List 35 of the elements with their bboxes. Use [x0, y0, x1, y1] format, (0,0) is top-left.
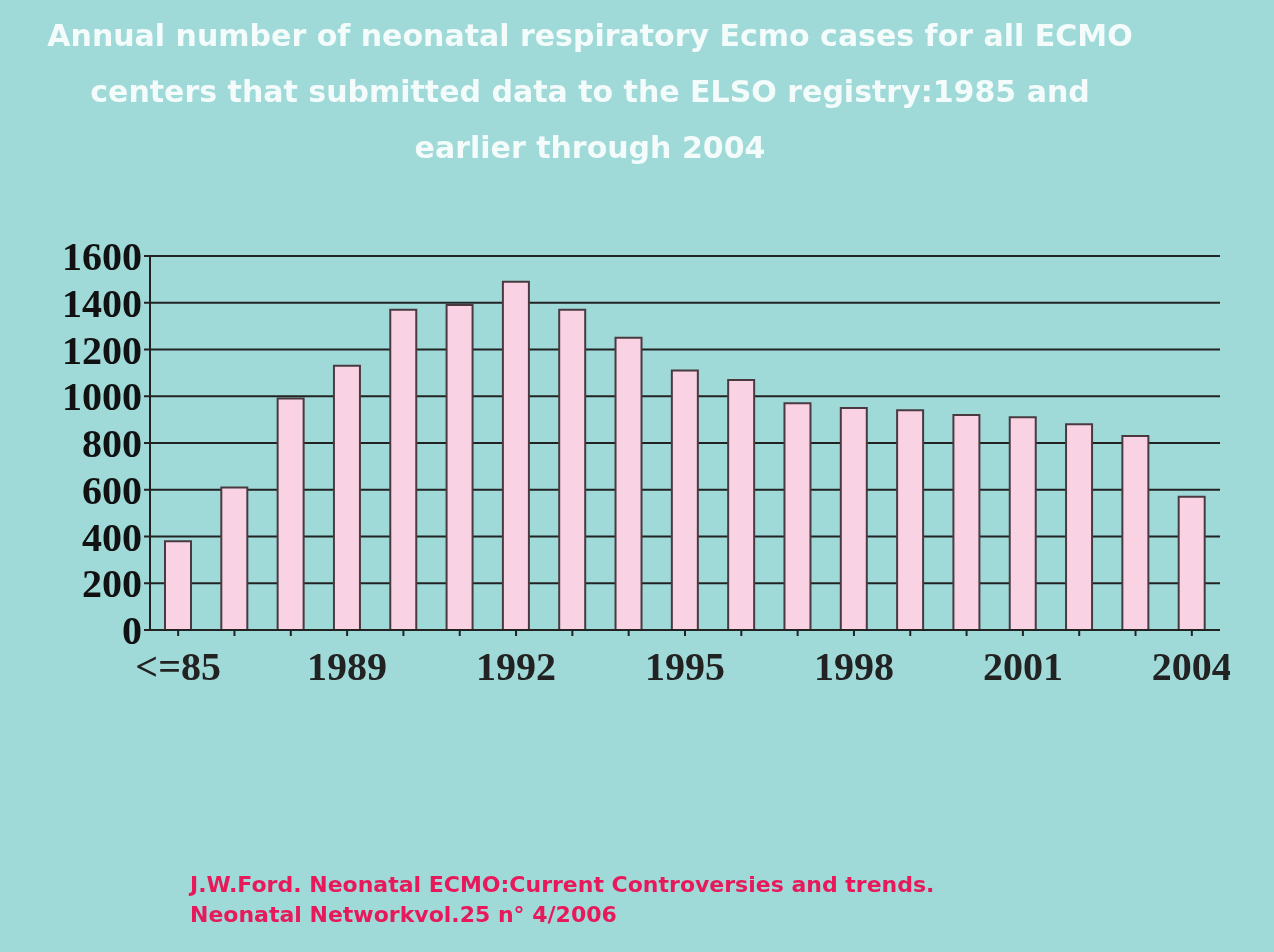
x-tick-label: 1992	[476, 644, 557, 690]
bar	[614, 336, 643, 630]
bar	[558, 308, 587, 630]
bar	[501, 280, 530, 630]
bar	[445, 304, 474, 630]
bar	[727, 378, 756, 630]
bar	[1121, 434, 1150, 630]
chart-title: Annual number of neonatal respiratory Ecmo cases for all ECMO centers that submitted data to the ELSO registry:1985 and earlier through 2004	[46, 17, 1134, 167]
y-tick-label: 200	[82, 561, 142, 607]
y-tick-label: 800	[82, 421, 142, 467]
bar	[220, 486, 249, 630]
bar	[952, 413, 981, 630]
y-tick-label: 1400	[62, 280, 142, 326]
y-tick-label: 400	[82, 514, 142, 560]
x-tick-label: 2001	[982, 644, 1063, 690]
x-tick-label: 1998	[813, 644, 894, 690]
bar	[276, 397, 305, 630]
x-tick-label: 1989	[307, 644, 388, 690]
bar	[839, 406, 868, 630]
bar	[783, 402, 812, 630]
y-tick-label: 1600	[62, 234, 142, 280]
text: J.W.Ford. Neonatal ECMO:Current Controversies and trends.	[190, 871, 935, 899]
bar	[896, 409, 925, 630]
y-tick-label: 1200	[62, 327, 142, 373]
bar	[1177, 495, 1206, 630]
bar	[389, 308, 418, 630]
bar	[1065, 423, 1094, 630]
text: Neonatal Networkvol.25 n° 4/2006	[190, 901, 618, 929]
x-tick-label: 1995	[645, 644, 725, 690]
y-tick-label: 600	[82, 467, 142, 513]
bar	[1008, 416, 1037, 630]
bar	[332, 364, 361, 630]
bar	[670, 369, 699, 630]
y-tick-label: 1000	[62, 374, 142, 420]
bar	[164, 540, 192, 630]
